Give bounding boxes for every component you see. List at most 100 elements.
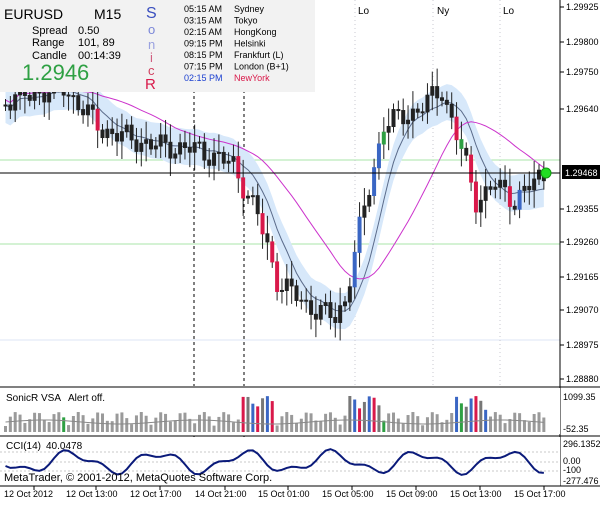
time-axis-labels: 12 Oct 2012 12 Oct 13:00 12 Oct 17:00 14 Oc…	[4, 486, 566, 499]
candle-body	[435, 86, 440, 99]
candle-body	[270, 241, 275, 263]
vsa-bar	[256, 406, 260, 432]
candle-value: 00:14:39	[78, 50, 121, 62]
time-tick-label: 12 Oct 17:00	[130, 489, 182, 499]
candle-body	[168, 141, 173, 159]
candle-body	[3, 104, 8, 107]
candle-body	[250, 195, 255, 198]
vsa-bar	[42, 419, 46, 432]
vsa-bar	[154, 417, 158, 432]
vsa-alert-status: Alert off.	[68, 393, 105, 404]
vsa-bar	[164, 413, 168, 432]
copyright-text: MetaTrader, © 2001-2012, MetaQuotes Soft…	[4, 472, 272, 484]
candle-body	[27, 94, 32, 101]
price-tick-label: 1.29165	[566, 272, 599, 282]
signal-dot	[540, 167, 552, 179]
vsa-bar	[246, 396, 250, 432]
sonic-letter-r: R	[145, 76, 156, 93]
vsa-bar	[212, 425, 216, 432]
vsa-bar	[522, 420, 526, 432]
vsa-bar	[430, 412, 434, 432]
candle-body	[202, 141, 207, 161]
vsa-bar	[241, 396, 245, 432]
vsa-bar	[231, 422, 235, 432]
session-time: 03:15 AM	[184, 16, 222, 26]
candle-body	[440, 97, 444, 101]
vsa-bar	[13, 412, 17, 432]
vsa-bar	[275, 425, 279, 432]
vsa-bar	[285, 412, 289, 432]
vsa-bar	[435, 414, 439, 432]
vsa-bar	[309, 413, 313, 432]
candle-body	[32, 91, 37, 101]
session-city: Sydney	[234, 4, 265, 14]
sonic-letter-c: c	[148, 63, 155, 78]
session-city: Tokyo	[234, 16, 258, 26]
candle-body	[464, 147, 469, 156]
vsa-bar	[343, 415, 347, 432]
current-price-label: 1.29468	[565, 168, 598, 178]
candle-body	[197, 141, 202, 144]
candle-body	[255, 195, 260, 215]
vsa-bar	[202, 412, 206, 432]
candle-body	[241, 177, 246, 199]
candle-body	[85, 104, 90, 116]
session-city: HongKong	[234, 27, 277, 37]
vsa-bar	[338, 424, 342, 432]
vsa-bar	[18, 414, 22, 432]
candle-body	[444, 99, 449, 105]
session-city: Helsinki	[234, 39, 266, 49]
cci-value: 40.0478	[46, 441, 83, 452]
session-time: 08:15 PM	[184, 50, 223, 60]
candle-body	[410, 108, 415, 121]
candle-body	[231, 156, 236, 162]
candle-body	[207, 159, 212, 166]
vsa-bar	[493, 412, 497, 432]
candle-body	[376, 143, 381, 169]
vsa-bar	[139, 412, 143, 432]
vsa-bar	[314, 420, 318, 432]
candle-body	[503, 179, 508, 188]
session-city: Frankfurt (L)	[234, 50, 284, 60]
candle-body	[236, 156, 241, 179]
candle-body	[391, 109, 396, 128]
range-value: 101, 89	[78, 37, 115, 49]
price-tick-label: 1.29355	[566, 204, 599, 214]
candle-body	[95, 108, 100, 131]
vsa-bar	[62, 417, 66, 432]
candle-body	[328, 302, 333, 318]
candle-body	[309, 300, 314, 315]
price-axis[interactable]	[560, 0, 600, 500]
cci-scale-zero: 0.00	[563, 456, 581, 466]
candle-body	[119, 131, 124, 142]
vsa-bar	[295, 423, 298, 432]
vsa-bar	[149, 424, 153, 432]
vsa-bar	[479, 400, 483, 432]
cci-title: CCI(14)	[6, 441, 41, 452]
candle-body	[469, 154, 474, 183]
time-tick-label: 15 Oct 13:00	[450, 489, 502, 499]
candle-body	[279, 289, 284, 292]
price-tick-label: 1.29640	[566, 104, 599, 114]
vsa-bar	[67, 425, 71, 432]
cci-line	[5, 448, 544, 476]
candle-label: Candle	[32, 50, 67, 62]
vsa-bar	[542, 417, 546, 432]
spread-label: Spread	[32, 25, 67, 37]
candle-body	[42, 92, 47, 103]
candle-body	[100, 129, 105, 139]
cci-scale-top: 296.1352	[563, 439, 600, 449]
vsa-bar	[144, 415, 148, 432]
candle-body	[299, 299, 304, 302]
vsa-bar	[207, 416, 211, 432]
candle-body	[537, 169, 541, 180]
ema-line	[5, 88, 545, 280]
candle-body	[343, 301, 347, 307]
session-city: London (B+1)	[234, 62, 289, 72]
vsa-bar	[28, 419, 32, 432]
candle-body	[381, 131, 386, 145]
candle-body	[212, 152, 217, 166]
vsa-bar	[464, 406, 468, 432]
